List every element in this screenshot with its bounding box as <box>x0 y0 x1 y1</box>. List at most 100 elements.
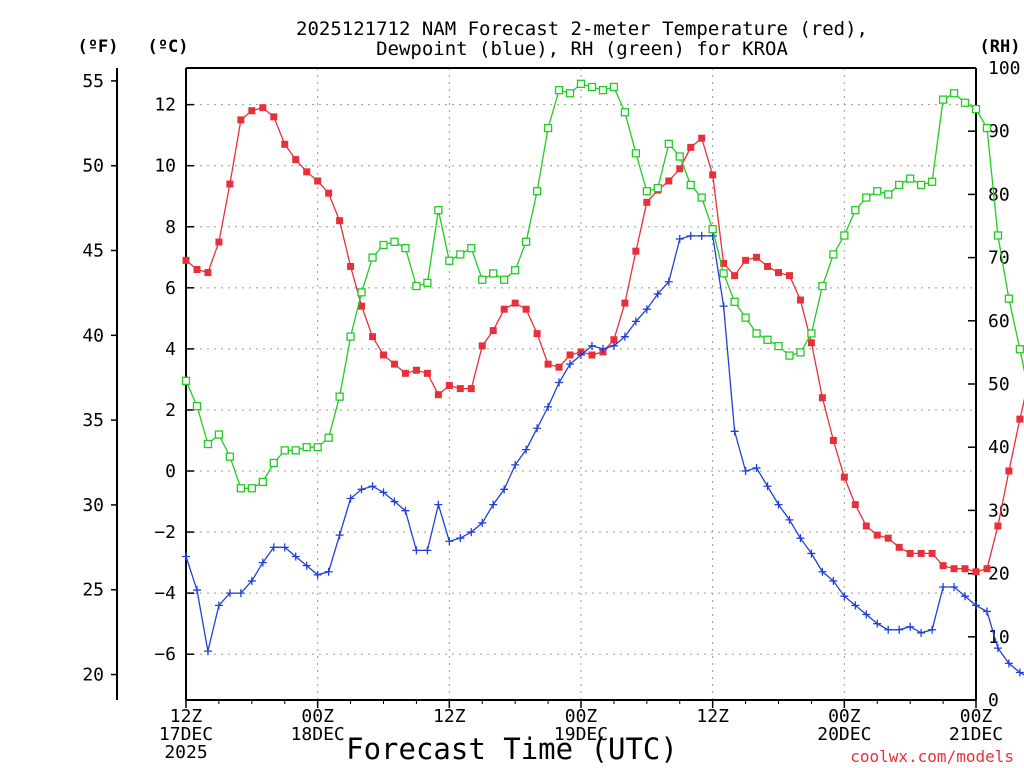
rh-point <box>456 250 465 259</box>
dewpoint-point <box>664 277 673 286</box>
celsius-tick-label: 4 <box>165 339 176 360</box>
rh-point <box>434 206 443 215</box>
dewpoint-point <box>456 534 465 543</box>
fahrenheit-tick-label: 45 <box>82 241 104 262</box>
2-meter-temperature-point <box>588 351 596 359</box>
dewpoint-point <box>917 628 926 637</box>
2-meter-temperature-point <box>709 171 717 179</box>
rh-tick-label: 0 <box>988 690 999 711</box>
2-meter-temperature-point <box>873 531 881 539</box>
dewpoint-point <box>993 644 1002 653</box>
dewpoint-point <box>950 583 959 592</box>
rh-point <box>346 332 355 341</box>
rh-point <box>807 329 816 338</box>
time-tick-label: 00Z <box>301 706 334 727</box>
credit-text: coolwx.com/models <box>850 747 1014 766</box>
rh-point <box>697 193 706 202</box>
2-meter-temperature-point <box>248 107 256 115</box>
time-tick-label: 20DEC <box>817 724 871 745</box>
dewpoint-point <box>939 583 948 592</box>
2-meter-temperature-point <box>314 177 322 185</box>
rh-point <box>708 225 717 234</box>
rh-line <box>185 83 1024 489</box>
2-meter-temperature-point <box>621 299 629 307</box>
dewpoint-point <box>598 344 607 353</box>
2-meter-temperature-point <box>687 143 695 151</box>
dewpoint-point <box>434 500 443 509</box>
2-meter-temperature-point <box>742 256 750 264</box>
2-meter-temperature-point <box>390 360 398 368</box>
dewpoint-line <box>185 235 1024 676</box>
2-meter-temperature-line <box>185 106 1024 573</box>
rh-point <box>225 452 235 461</box>
rh-point <box>500 275 509 284</box>
fahrenheit-tick-label: 50 <box>82 156 104 177</box>
rh-point <box>587 82 597 92</box>
dewpoint-point <box>346 494 355 503</box>
dewpoint-point <box>587 341 596 350</box>
rh-point <box>423 278 432 288</box>
rh-point <box>258 477 267 487</box>
rh-point <box>829 250 838 259</box>
2-meter-temperature-point <box>928 549 936 557</box>
2-meter-temperature-point <box>237 116 245 124</box>
dewpoint-point <box>818 567 827 576</box>
rh-point <box>565 89 575 98</box>
celsius-unit-label: (ºC) <box>148 37 189 57</box>
rh-point <box>390 237 399 246</box>
2-meter-temperature-point <box>325 189 333 197</box>
dewpoint-point <box>335 531 344 540</box>
fahrenheit-tick-label: 25 <box>82 580 104 601</box>
dewpoint-point <box>906 622 915 631</box>
rh-point <box>192 401 202 411</box>
2-meter-temperature-point <box>566 351 574 359</box>
2-meter-temperature-point <box>489 327 497 335</box>
rh-point <box>521 237 531 246</box>
dewpoint-point <box>247 576 256 585</box>
2-meter-temperature-point <box>994 522 1002 530</box>
dewpoint-point <box>390 497 399 506</box>
rh-point <box>620 108 630 117</box>
celsius-tick-label: 12 <box>154 95 176 116</box>
2-meter-temperature-point <box>720 259 728 267</box>
2-meter-temperature-point <box>610 336 618 344</box>
celsius-tick-label: 2 <box>165 400 176 421</box>
2-meter-temperature-point <box>445 382 453 390</box>
x-axis-title: Forecast Time (UTC) <box>346 732 678 766</box>
dewpoint-point <box>203 647 212 656</box>
2-meter-temperature-point <box>281 140 289 148</box>
rh-point <box>324 433 333 442</box>
celsius-tick-label: −4 <box>154 583 176 604</box>
rh-point <box>960 98 970 107</box>
2-meter-temperature-point <box>347 262 355 270</box>
rh-point <box>653 183 662 193</box>
2-meter-temperature-point <box>226 180 234 188</box>
chart-title-line-2: Dewpoint (blue), RH (green) for KROA <box>376 38 788 60</box>
time-tick-label: 12Z <box>696 706 729 727</box>
dewpoint-point <box>236 589 245 598</box>
2-meter-temperature-series <box>182 104 1024 576</box>
dewpoint-point <box>752 463 761 472</box>
dewpoint-point <box>511 460 520 469</box>
dewpoint-point <box>401 506 410 515</box>
dewpoint-point <box>829 576 838 585</box>
2-meter-temperature-point <box>939 562 947 570</box>
dewpoint-point <box>269 543 278 552</box>
2-meter-temperature-point <box>796 296 804 304</box>
dewpoint-point <box>566 360 575 369</box>
2-meter-temperature-point <box>544 360 552 368</box>
rh-point <box>884 190 893 199</box>
rh-tick-label: 40 <box>988 437 1010 458</box>
dewpoint-point <box>533 424 542 433</box>
rh-point <box>236 484 246 493</box>
dewpoint-point <box>697 231 706 240</box>
2-meter-temperature-point <box>456 385 464 393</box>
2-meter-temperature-point <box>555 363 563 371</box>
rh-point <box>938 95 948 104</box>
rh-point <box>774 341 783 351</box>
rh-point <box>730 297 739 306</box>
dewpoint-point <box>214 601 223 610</box>
2-meter-temperature-point <box>643 198 651 206</box>
dewpoint-point <box>555 378 564 387</box>
dewpoint-series <box>182 231 1024 677</box>
